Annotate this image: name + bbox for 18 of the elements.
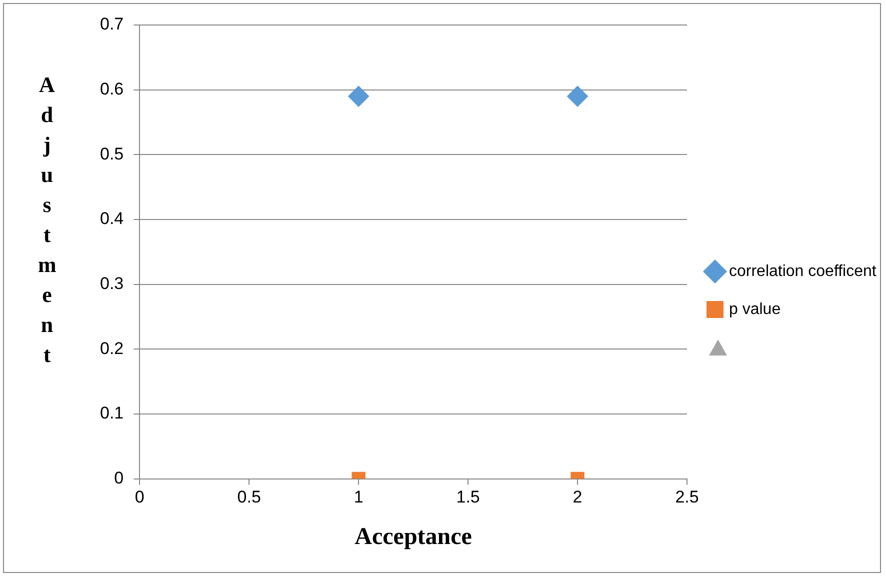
legend-label: correlation coefficent <box>729 262 877 280</box>
x-axis-title: Acceptance <box>354 524 472 550</box>
y-tick-label: 0.7 <box>100 14 124 34</box>
y-tick-label: 0.1 <box>100 404 124 423</box>
legend-label: p value <box>729 300 781 318</box>
y-tick-label: 0.4 <box>100 209 124 228</box>
y-tick-label: 0.2 <box>100 338 124 358</box>
y-tick-label: 0 <box>114 468 124 488</box>
y-tick-label: 0.3 <box>100 274 124 293</box>
x-tick-label: 2 <box>572 488 582 507</box>
x-tick-label: 0 <box>134 488 144 507</box>
x-tick-label: 1.5 <box>456 488 480 507</box>
x-tick-label: 0.5 <box>237 488 261 507</box>
text: Adjustment <box>38 72 56 367</box>
x-tick-label: 1 <box>354 488 364 507</box>
y-tick-label: 0.6 <box>100 80 124 99</box>
x-tick-label: 2.5 <box>675 488 699 507</box>
y-tick-label: 0.5 <box>100 144 124 164</box>
